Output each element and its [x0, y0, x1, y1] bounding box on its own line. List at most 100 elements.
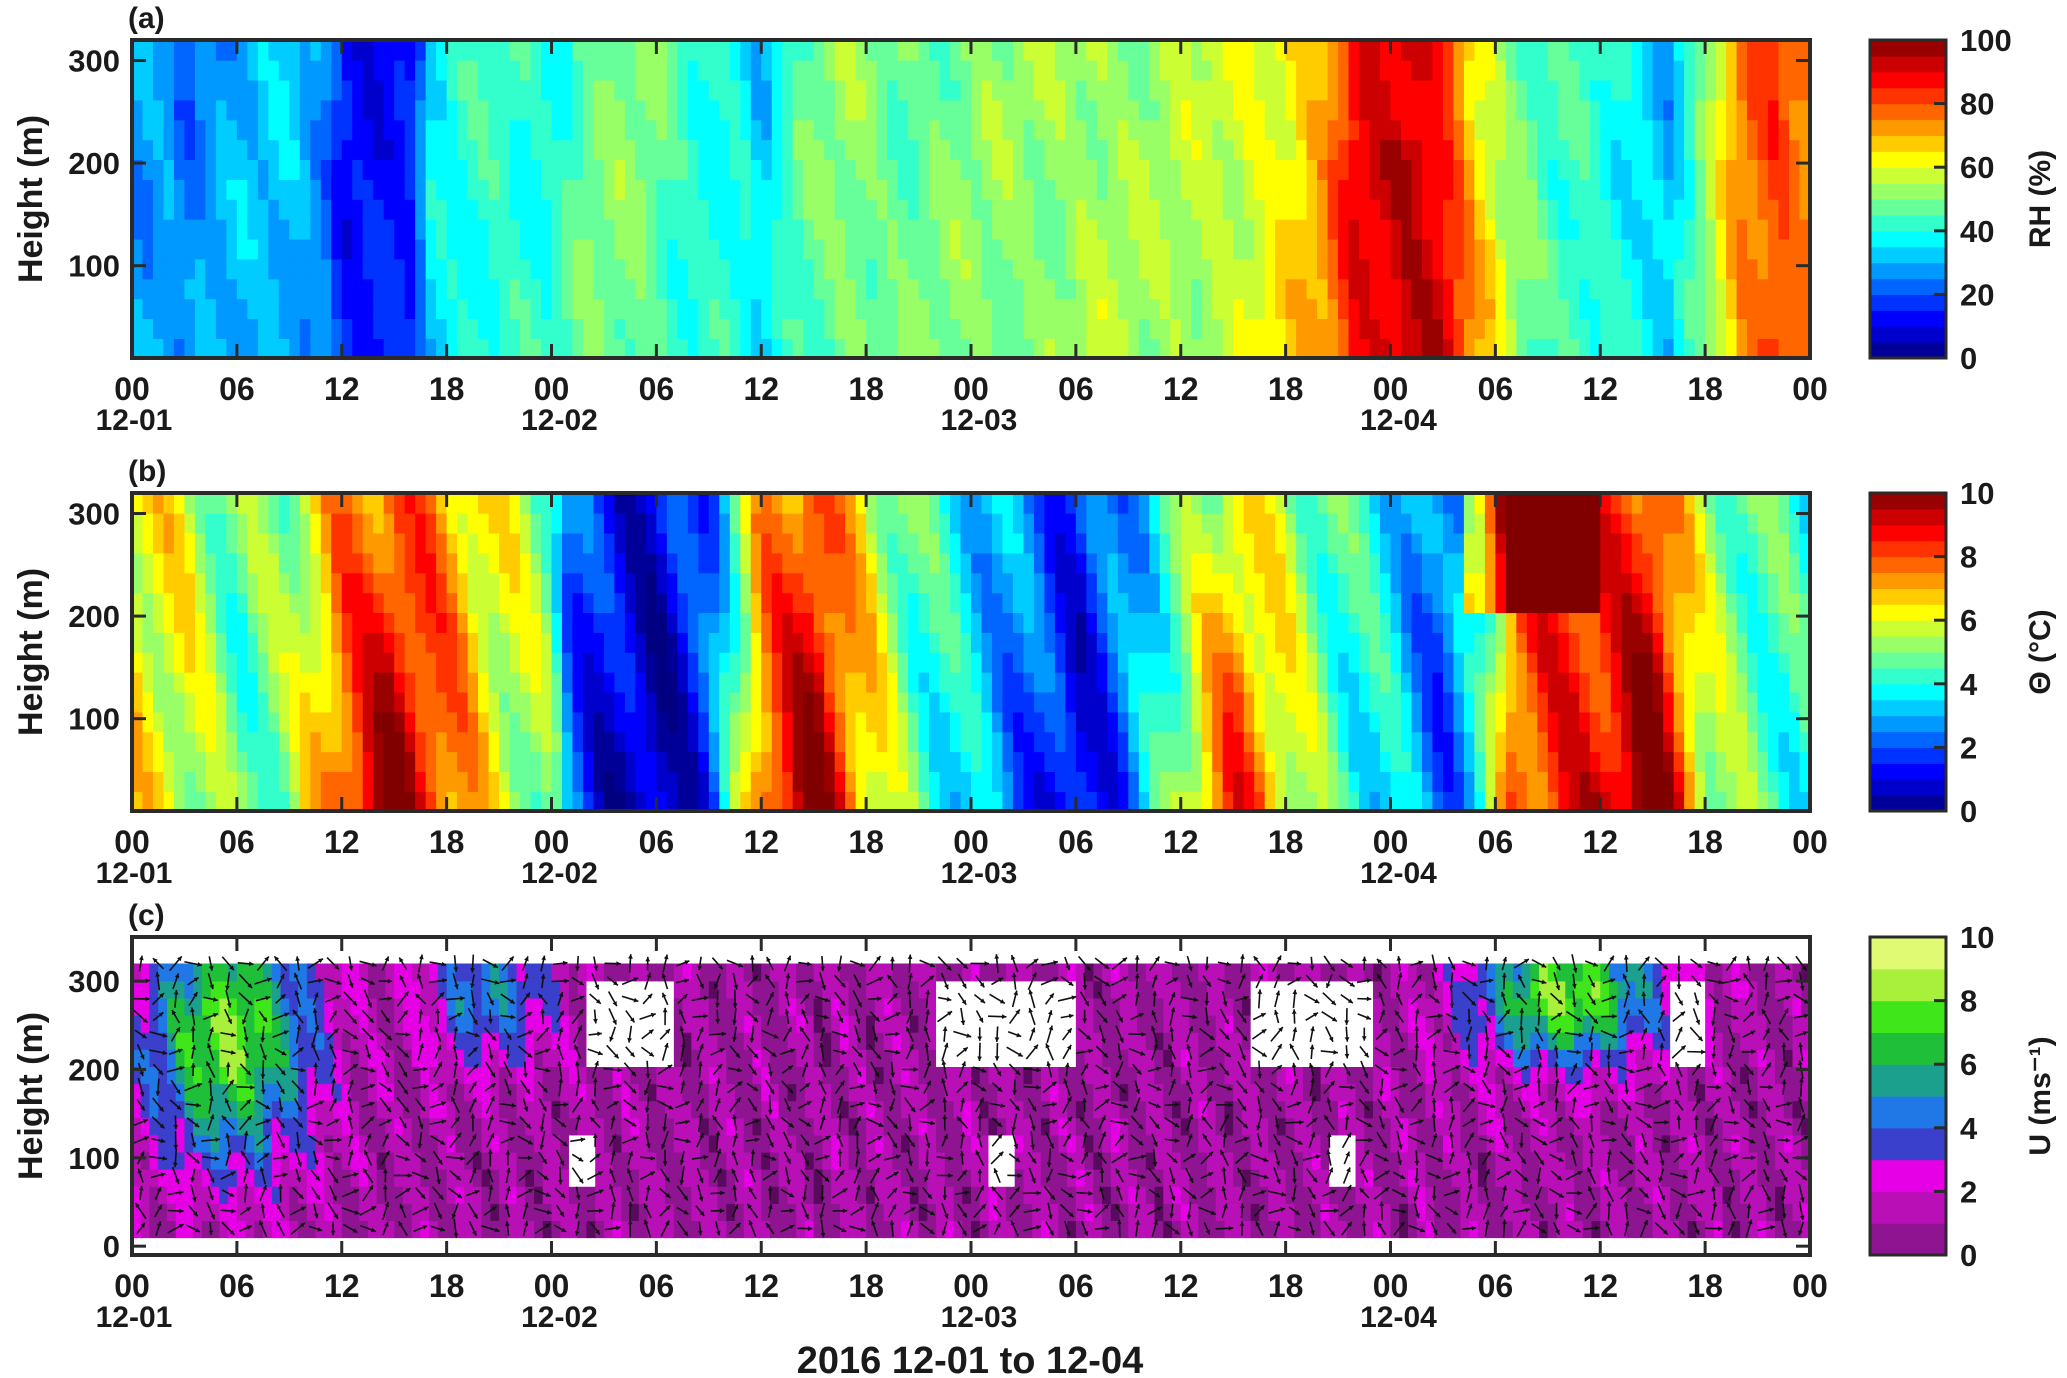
heatmap-cell — [457, 199, 469, 220]
heatmap-cell — [247, 552, 259, 574]
heatmap-cell — [1799, 318, 1811, 339]
heatmap-cell — [635, 612, 647, 633]
heatmap-cell — [1317, 552, 1329, 574]
heatmap-cell — [1212, 338, 1224, 359]
heatmap-cell — [677, 532, 689, 554]
heatmap-cell — [436, 592, 448, 614]
heatmap-cell — [1453, 671, 1465, 693]
heatmap-cell — [404, 791, 416, 812]
heatmap-cell — [310, 751, 322, 773]
heatmap-cell — [289, 791, 301, 812]
heatmap-cell — [1579, 338, 1591, 359]
heatmap-cell — [226, 592, 238, 614]
heatmap-cell — [1474, 59, 1486, 81]
heatmap-cell — [551, 751, 563, 773]
heatmap-cell — [782, 159, 794, 180]
heatmap-cell — [1306, 258, 1318, 280]
heatmap-cell — [1012, 731, 1025, 753]
heatmap-cell — [478, 298, 490, 320]
heatmap-cell — [855, 238, 867, 260]
heatmap-cell — [394, 318, 406, 339]
heatmap-cell — [1589, 318, 1602, 339]
heatmap-cell — [719, 278, 731, 300]
heatmap-cell — [1400, 532, 1413, 554]
heatmap-cell — [1338, 79, 1350, 101]
heatmap-cell — [446, 632, 458, 653]
heatmap-cell — [1170, 572, 1182, 594]
heatmap-cell — [971, 771, 983, 792]
heatmap-cell — [236, 159, 249, 180]
heatmap-cell — [1442, 652, 1455, 673]
heatmap-cell — [478, 139, 490, 161]
heatmap-cell — [1296, 691, 1308, 713]
heatmap-cell — [457, 771, 469, 792]
heatmap-cell — [247, 199, 259, 220]
heatmap-cell — [205, 298, 217, 320]
heatmap-cell — [635, 40, 647, 61]
heatmap-cell — [425, 179, 437, 200]
heatmap-cell — [1537, 592, 1549, 614]
heatmap-cell — [1411, 199, 1423, 220]
heatmap-cell — [404, 258, 416, 280]
heatmap-cell — [1065, 632, 1077, 653]
heatmap-cell — [792, 40, 804, 61]
heatmap-cell — [1075, 179, 1088, 200]
heatmap-cell — [268, 691, 280, 713]
heatmap-cell — [352, 771, 364, 792]
heatmap-cell — [1212, 691, 1224, 713]
heatmap-cell — [1086, 258, 1098, 280]
heatmap-cell — [1023, 218, 1035, 240]
heatmap-cell — [803, 572, 815, 594]
heatmap-cell — [1138, 338, 1151, 359]
heatmap-cell — [782, 139, 794, 161]
heatmap-cell — [425, 652, 437, 673]
heatmap-cell — [173, 179, 186, 200]
heatmap-cell — [876, 711, 888, 733]
heatmap-cell — [1359, 40, 1371, 61]
heatmap-cell — [1600, 99, 1612, 121]
heatmap-cell — [278, 652, 291, 673]
heatmap-cell — [1537, 199, 1549, 220]
heatmap-cell — [1495, 40, 1507, 61]
heatmap-cell — [1044, 119, 1056, 141]
heatmap-cell — [981, 612, 993, 633]
heatmap-cell — [929, 493, 941, 514]
heatmap-cell — [750, 338, 763, 359]
heatmap-cell — [1652, 179, 1664, 200]
heatmap-cell — [352, 671, 364, 693]
heatmap-cell — [310, 139, 322, 161]
heatmap-cell — [939, 119, 951, 141]
heatmap-cell — [478, 278, 490, 300]
heatmap-cell — [1096, 532, 1109, 554]
heatmap-cell — [582, 652, 595, 673]
heatmap-cell — [887, 652, 899, 673]
heatmap-cell — [194, 711, 207, 733]
heatmap-cell — [834, 612, 846, 633]
heatmap-cell — [1254, 532, 1266, 554]
heatmap-cell — [677, 119, 689, 141]
heatmap-cell — [1421, 99, 1434, 121]
heatmap-cell — [1600, 791, 1612, 812]
heatmap-cell — [929, 338, 941, 359]
heatmap-cell — [1033, 632, 1046, 653]
heatmap-cell — [446, 278, 458, 300]
heatmap-cell — [1170, 199, 1182, 220]
heatmap-cell — [845, 139, 857, 161]
heatmap-cell — [950, 159, 962, 180]
heatmap-cell — [247, 572, 259, 594]
heatmap-cell — [1789, 119, 1801, 141]
heatmap-cell — [541, 592, 553, 614]
heatmap-cell — [708, 552, 721, 574]
heatmap-cell — [1212, 159, 1224, 180]
heatmap-cell — [991, 771, 1004, 792]
heatmap-cell — [1380, 532, 1392, 554]
heatmap-cell — [152, 572, 165, 594]
heatmap-cell — [1789, 298, 1801, 320]
heatmap-cell — [1369, 338, 1381, 359]
heatmap-cell — [950, 79, 962, 101]
heatmap-cell — [499, 238, 511, 260]
heatmap-cell — [1474, 318, 1486, 339]
heatmap-cell — [478, 532, 490, 554]
heatmap-cell — [1264, 79, 1276, 101]
heatmap-cell — [1558, 258, 1570, 280]
